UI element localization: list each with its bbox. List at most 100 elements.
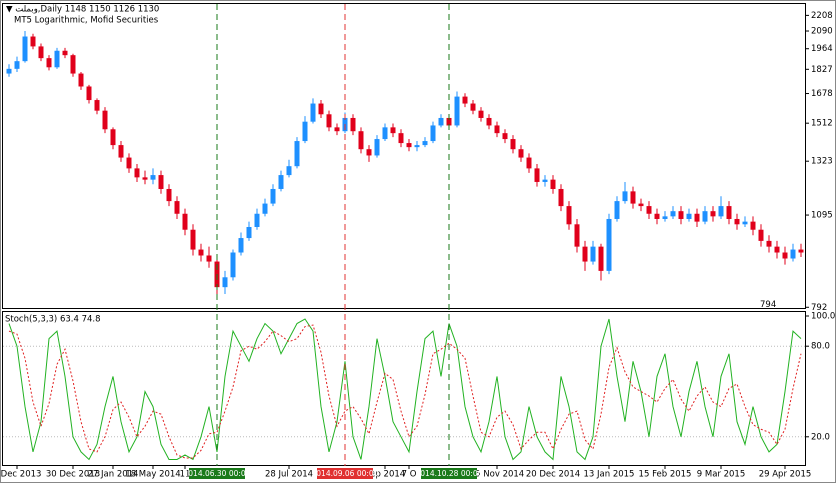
candle-body xyxy=(726,206,732,219)
candle-body xyxy=(790,249,796,259)
indicator-title: Stoch(5,3,3) 63.4 74.8 xyxy=(5,315,101,325)
x-tick-label: 28 Jul 2014 xyxy=(265,470,313,480)
candle-body xyxy=(110,129,116,146)
marker-label: 2014.06.30 00:00 xyxy=(184,469,251,478)
y-tick-label: 2208 xyxy=(811,11,833,21)
x-tick-label: 29 Apr 2015 xyxy=(759,470,812,480)
candle-body xyxy=(782,252,788,259)
candle-body xyxy=(678,211,684,219)
candle-body xyxy=(646,206,652,214)
candle-body xyxy=(150,175,156,180)
x-tick-label: 11 xyxy=(180,470,191,480)
candle-body xyxy=(774,246,780,253)
candle-body xyxy=(206,255,212,262)
candle-body xyxy=(222,277,228,288)
candle-body xyxy=(454,96,460,126)
candle-body xyxy=(390,127,396,134)
candle-body xyxy=(662,216,668,219)
y-tick-label: 20.0 xyxy=(811,432,830,442)
candle-body xyxy=(334,127,340,132)
x-tick-label: 7 Dec 2013 xyxy=(0,470,41,480)
candle-body xyxy=(374,139,380,156)
candle-body xyxy=(302,121,308,142)
candle-body xyxy=(326,114,332,128)
candle-body xyxy=(310,103,316,122)
candle-body xyxy=(366,149,372,156)
candle-body xyxy=(486,117,492,126)
candle-body xyxy=(598,246,604,271)
candle-body xyxy=(438,117,444,126)
candle-body xyxy=(270,188,276,204)
y-tick-label: 792 xyxy=(811,303,827,313)
candle-body xyxy=(518,149,524,158)
candle-body xyxy=(542,179,548,182)
candle-body xyxy=(622,191,628,202)
candle-body xyxy=(670,211,676,217)
x-tick-label: 25 Nov 2014 xyxy=(470,470,524,480)
candle-body xyxy=(694,213,700,222)
candle-body xyxy=(654,213,660,219)
indicator-line xyxy=(8,318,802,461)
candle-body xyxy=(550,179,556,189)
candle-body xyxy=(46,58,52,68)
candle-body xyxy=(582,246,588,262)
x-tick-label: 13 Jan 2015 xyxy=(584,470,635,480)
candle-body xyxy=(750,221,756,230)
candle-body xyxy=(254,213,260,227)
candle-body xyxy=(702,211,708,222)
y-tick-label: 2090 xyxy=(811,27,833,37)
candle-body xyxy=(54,50,60,68)
candle-body xyxy=(6,68,12,74)
marker-label: 2014.10.28 00:00 xyxy=(416,469,483,478)
candle-body xyxy=(134,168,140,178)
candle-body xyxy=(102,110,108,130)
candle-body xyxy=(126,157,132,169)
candle-body xyxy=(246,226,252,239)
candle-body xyxy=(606,218,612,271)
y-tick-label: 1964 xyxy=(811,44,833,54)
candle-body xyxy=(758,229,764,241)
candle-body xyxy=(510,139,516,150)
candle-body xyxy=(286,166,292,176)
candle-body xyxy=(638,203,644,207)
candle-body xyxy=(318,103,324,115)
candle-body xyxy=(710,211,716,217)
candle-body xyxy=(142,177,148,180)
candle-body xyxy=(614,201,620,219)
candle-body xyxy=(630,191,636,204)
candle-body xyxy=(190,229,196,250)
candle-body xyxy=(30,36,36,47)
candle-body xyxy=(14,61,20,69)
x-tick-label: 20 Dec 2014 xyxy=(526,470,580,480)
candle-body xyxy=(414,145,420,148)
x-tick-label: Sep 2014 xyxy=(365,470,405,480)
marker-label-box xyxy=(421,468,477,479)
candle-body xyxy=(574,224,580,247)
candle-body xyxy=(718,206,724,217)
y-tick-label: 100.0 xyxy=(811,312,835,322)
candle-body xyxy=(734,218,740,225)
candle-body xyxy=(462,96,468,104)
x-tick-label: 18 May 2014 xyxy=(125,470,180,480)
x-tick-label: 27 Jan 2014 xyxy=(88,470,139,480)
candle-body xyxy=(422,141,428,146)
candle-body xyxy=(430,125,436,142)
candle-body xyxy=(78,73,84,87)
candle-body xyxy=(502,133,508,140)
y-tick-label: 1323 xyxy=(811,157,833,167)
candle-body xyxy=(350,117,356,132)
candle-body xyxy=(94,100,100,111)
candle-body xyxy=(446,117,452,126)
x-tick-label: 7 O xyxy=(402,470,417,480)
candle-body xyxy=(526,157,532,169)
y-tick-label: 80.0 xyxy=(811,342,830,352)
candle-body xyxy=(382,127,388,140)
candle-body xyxy=(742,221,748,225)
candle-body xyxy=(238,238,244,253)
candle-body xyxy=(62,50,68,56)
candle-body xyxy=(118,145,124,158)
candle-body xyxy=(294,141,300,167)
candle-body xyxy=(470,103,476,111)
